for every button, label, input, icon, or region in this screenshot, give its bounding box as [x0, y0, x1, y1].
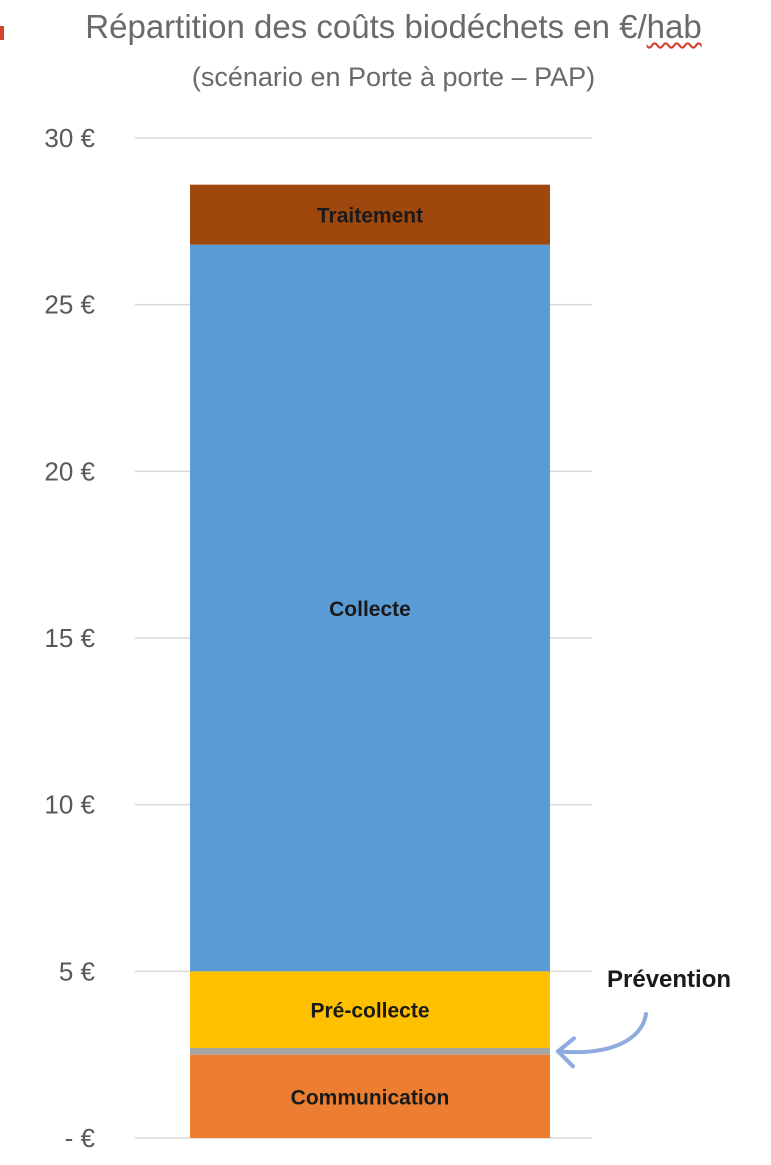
- callout-arrowhead: [556, 1036, 576, 1069]
- y-tick-label: 15 €: [44, 623, 95, 653]
- y-tick-label: 30 €: [44, 123, 95, 153]
- y-tick-label: - €: [65, 1123, 96, 1153]
- bar-segment-prevention: [190, 1048, 550, 1055]
- y-tick-label: 10 €: [44, 790, 95, 820]
- chart-title-text: Répartition des coûts biodéchets en €/: [85, 8, 647, 45]
- bar-segment-traitement: [190, 184, 550, 245]
- chart-title: Répartition des coûts biodéchets en €/ha…: [0, 8, 771, 46]
- callout-label-prevention: Prévention: [607, 966, 731, 993]
- bar-segment-pre-collecte: [190, 971, 550, 1048]
- chart-title-unit: hab: [646, 8, 702, 45]
- data-label-communication: Communication: [291, 1086, 450, 1109]
- y-tick-label: 25 €: [44, 290, 95, 320]
- data-label-collecte: Collecte: [329, 598, 411, 621]
- chart-subtitle: (scénario en Porte à porte – PAP): [191, 62, 596, 92]
- y-tick-label: 5 €: [59, 956, 96, 986]
- data-label-traitement: Traitement: [317, 205, 423, 228]
- callout-arrow: [556, 1012, 648, 1055]
- y-tick-label: 20 €: [44, 456, 95, 486]
- bar-segment-collecte: [190, 244, 550, 972]
- spellcheck-marker: [0, 26, 4, 40]
- data-label-pre-collecte: Pré-collecte: [310, 1000, 429, 1023]
- bar-segment-communication: [190, 1054, 550, 1138]
